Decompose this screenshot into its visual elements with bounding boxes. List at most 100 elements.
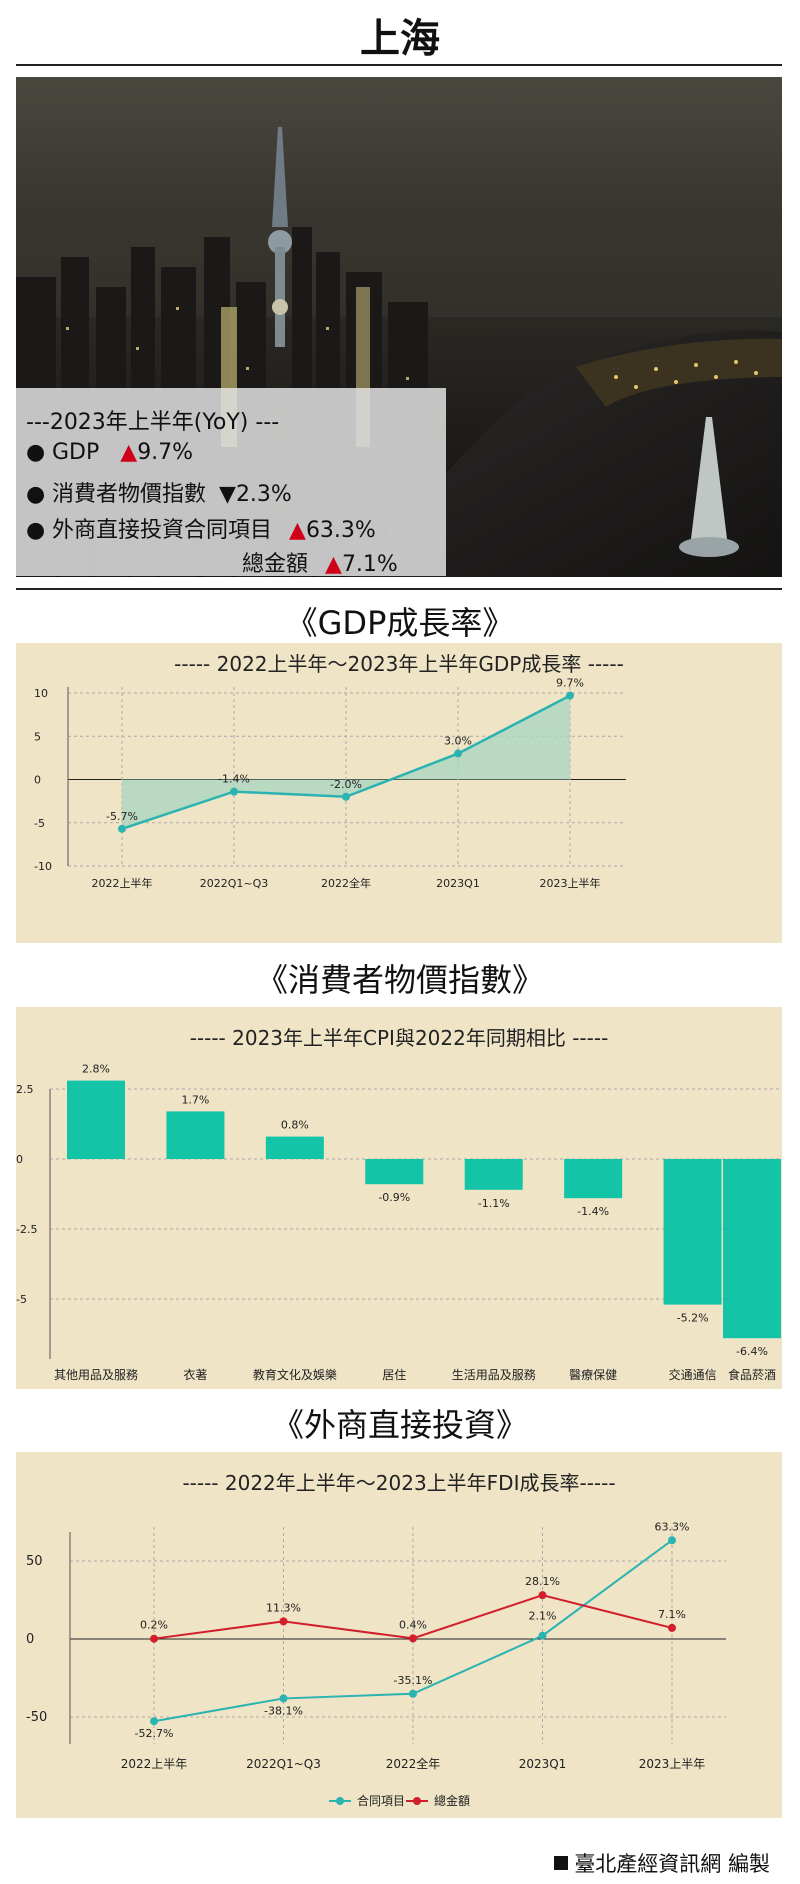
legend-label: 總金額: [434, 1793, 470, 1808]
x-tick-label: 2022Q1~Q3: [200, 877, 269, 890]
summary-item-fdi-projects: ● 外商直接投資合同項目 ▲63.3%: [26, 518, 376, 543]
square-icon: [554, 1856, 569, 1870]
cpi-chart-panel: ----- 2023年上半年CPI與2022年同期相比 ----- 2.5 0 -2.…: [16, 1007, 782, 1389]
x-tick-label: 2023Q1: [519, 1757, 567, 1771]
up-arrow-icon: ▲: [120, 440, 138, 465]
data-label: 7.1%: [658, 1608, 686, 1621]
summary-item-gdp: ● GDP ▲9.7%: [26, 440, 194, 465]
x-tick-label: 居住: [382, 1368, 406, 1382]
data-point: [454, 749, 462, 758]
y-tick-label: -5: [34, 817, 45, 830]
x-tick-label: 2022上半年: [121, 1757, 188, 1771]
data-label: -0.9%: [378, 1191, 410, 1204]
bullet-icon: ●: [26, 518, 46, 543]
down-arrow-icon: ▼: [219, 482, 236, 507]
y-tick-label: 0: [34, 774, 41, 787]
title-divider: [16, 64, 782, 66]
data-label: 0.4%: [399, 1618, 427, 1631]
y-tick-label: 2.5: [16, 1083, 34, 1096]
cpi-bar: [663, 1159, 722, 1305]
data-point: [409, 1689, 417, 1698]
data-label: 11.3%: [266, 1601, 301, 1614]
y-tick-label: 10: [34, 687, 48, 700]
x-tick-label: 2022全年: [386, 1756, 441, 1771]
y-tick-label: 0: [26, 1632, 34, 1647]
fdi-section-title: 《外商直接投資》: [271, 1406, 528, 1444]
y-tick-label: 0: [16, 1153, 23, 1166]
x-tick-label: 2023上半年: [540, 876, 601, 890]
data-label: -5.7%: [106, 810, 138, 823]
data-label: -38.1%: [264, 1704, 303, 1717]
data-point: [409, 1634, 417, 1643]
y-tick-label: -10: [34, 860, 52, 873]
data-point: [279, 1617, 288, 1626]
data-label: 0.8%: [281, 1119, 309, 1132]
gdp-chart: ----- 2022上半年～2023年上半年GDP成長率 ----- 10 5 0 -5…: [34, 652, 626, 890]
data-point: [538, 1631, 547, 1640]
data-point: [230, 787, 238, 796]
series-area: [122, 695, 570, 829]
chart-title: ----- 2022上半年～2023年上半年GDP成長率 -----: [174, 652, 624, 676]
data-point: [150, 1717, 158, 1726]
data-label: -6.4%: [736, 1345, 768, 1358]
data-label: -52.7%: [135, 1727, 174, 1740]
data-label: 28.1%: [525, 1575, 560, 1588]
data-label: -35.1%: [394, 1674, 433, 1687]
cpi-bar: [723, 1159, 781, 1339]
data-label: -1.1%: [478, 1197, 510, 1210]
fdi-chart: ----- 2022年上半年～2023上半年FDI成長率----- 50 0 -50 2…: [26, 1471, 726, 1808]
cpi-chart: ----- 2023年上半年CPI與2022年同期相比 ----- 2.5 0 -2.…: [16, 1026, 782, 1382]
data-label: -2.0%: [330, 778, 362, 791]
yoy-summary-box: ---2023年上半年(YoY) --- ● GDP ▲9.7% ● 消費者物價指數…: [16, 388, 446, 577]
bullet-icon: ●: [26, 482, 46, 507]
data-label: 63.3%: [655, 1520, 690, 1533]
gdp-section-title: 《GDP成長率》: [285, 604, 515, 642]
summary-item-fdi-amount: 總金額 ▲7.1%: [242, 552, 398, 577]
y-tick-label: -2.5: [16, 1223, 37, 1236]
x-tick-label: 2023上半年: [639, 1757, 706, 1771]
data-point: [538, 1591, 547, 1600]
data-point: [342, 792, 350, 801]
legend-marker: [413, 1797, 421, 1805]
up-arrow-icon: ▲: [325, 552, 342, 577]
y-tick-label: -50: [26, 1710, 47, 1725]
data-point: [150, 1634, 158, 1643]
photo-divider: [16, 588, 782, 590]
data-label: -1.4%: [218, 773, 250, 786]
data-label: 1.7%: [181, 1093, 209, 1106]
data-label: 9.7%: [556, 677, 584, 690]
x-tick-label: 2022全年: [321, 876, 371, 890]
data-label: 3.0%: [444, 735, 472, 748]
up-arrow-icon: ▲: [289, 518, 306, 543]
data-label: 0.2%: [140, 1619, 168, 1632]
x-tick-label: 食品菸酒: [728, 1367, 776, 1382]
data-label: 2.1%: [529, 1610, 557, 1623]
x-tick-label: 醫療保健: [569, 1368, 617, 1382]
summary-header: ---2023年上半年(YoY) ---: [26, 410, 280, 435]
data-point: [118, 824, 126, 833]
data-label: -5.2%: [677, 1312, 709, 1325]
x-tick-label: 生活用品及服務: [452, 1368, 536, 1382]
cpi-section-title: 《消費者物價指數》: [255, 961, 544, 999]
gdp-chart-panel: ----- 2022上半年～2023年上半年GDP成長率 ----- 10 5 0 -5…: [16, 643, 782, 943]
data-point: [668, 1623, 676, 1632]
footer-credit: 臺北產經資訊網 編製: [554, 1848, 770, 1878]
x-tick-label: 2022上半年: [92, 876, 153, 890]
y-tick-label: -5: [16, 1293, 27, 1306]
x-tick-label: 其他用品及服務: [54, 1368, 138, 1382]
cpi-bar: [564, 1159, 623, 1199]
data-point: [279, 1694, 288, 1703]
legend-marker: [336, 1797, 344, 1805]
x-tick-label: 教育文化及娛樂: [253, 1367, 337, 1382]
data-label: 2.8%: [82, 1063, 110, 1076]
y-tick-label: 50: [26, 1554, 43, 1569]
chart-title: ----- 2022年上半年～2023上半年FDI成長率-----: [182, 1471, 615, 1495]
x-tick-label: 衣著: [183, 1367, 207, 1382]
data-label: -1.4%: [577, 1205, 609, 1218]
x-tick-label: 2023Q1: [436, 877, 480, 890]
y-tick-label: 5: [34, 730, 41, 743]
legend-label: 合同項目: [357, 1793, 405, 1808]
data-point: [566, 691, 574, 700]
x-tick-label: 交通通信: [669, 1367, 717, 1382]
page-title: 上海: [360, 16, 440, 62]
